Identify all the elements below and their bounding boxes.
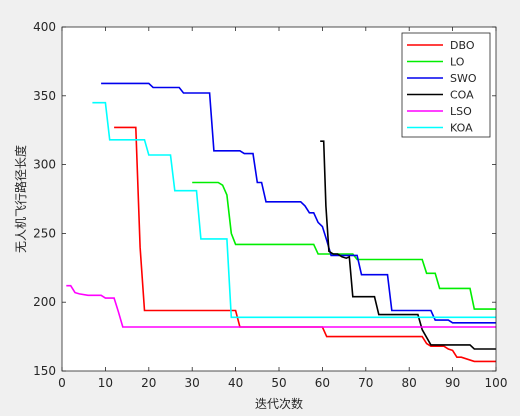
legend-label-dbo: DBO [450,39,475,52]
legend-label-swo: SWO [450,72,477,85]
y-tick-label: 350 [33,89,56,103]
x-tick-label: 20 [141,376,156,390]
legend-box [401,32,491,138]
x-axis-label: 迭代次数 [255,396,303,411]
x-tick-label: 100 [485,376,508,390]
x-tick-label: 60 [315,376,330,390]
x-tick-label: 70 [358,376,373,390]
legend-label-coa: COA [450,89,474,102]
x-tick-label: 50 [271,376,286,390]
tick-layer: 0 10 20 30 40 50 60 70 80 90 100 150 200 250 300 350 400 [33,20,507,390]
x-tick-label: 40 [228,376,243,390]
x-tick-label: 80 [402,376,417,390]
series-line-lo [192,181,496,310]
x-tick-label: 90 [445,376,460,390]
legend-label-koa: KOA [450,122,473,135]
y-tick-label: 300 [33,158,56,172]
series-line-coa [320,140,496,350]
legend-label-lso: LSO [450,105,472,118]
y-tick-label: 250 [33,226,56,240]
series-line-swo [101,82,496,324]
y-tick-label: 400 [33,20,56,34]
y-tick-label: 150 [33,364,56,378]
series-layer [66,82,496,363]
y-tick-label: 200 [33,295,56,309]
x-tick-label: 10 [98,376,113,390]
series-line-koa [92,101,496,319]
x-tick-label: 30 [185,376,200,390]
legend: DBO LO SWO COA LSO KOA [401,32,491,138]
x-tick-label: 0 [58,376,66,390]
legend-label-lo: LO [450,56,465,69]
series-line-lso [66,284,496,328]
series-line-dbo [114,126,496,363]
y-axis-label: 无人机飞行路径长度 [13,145,28,253]
